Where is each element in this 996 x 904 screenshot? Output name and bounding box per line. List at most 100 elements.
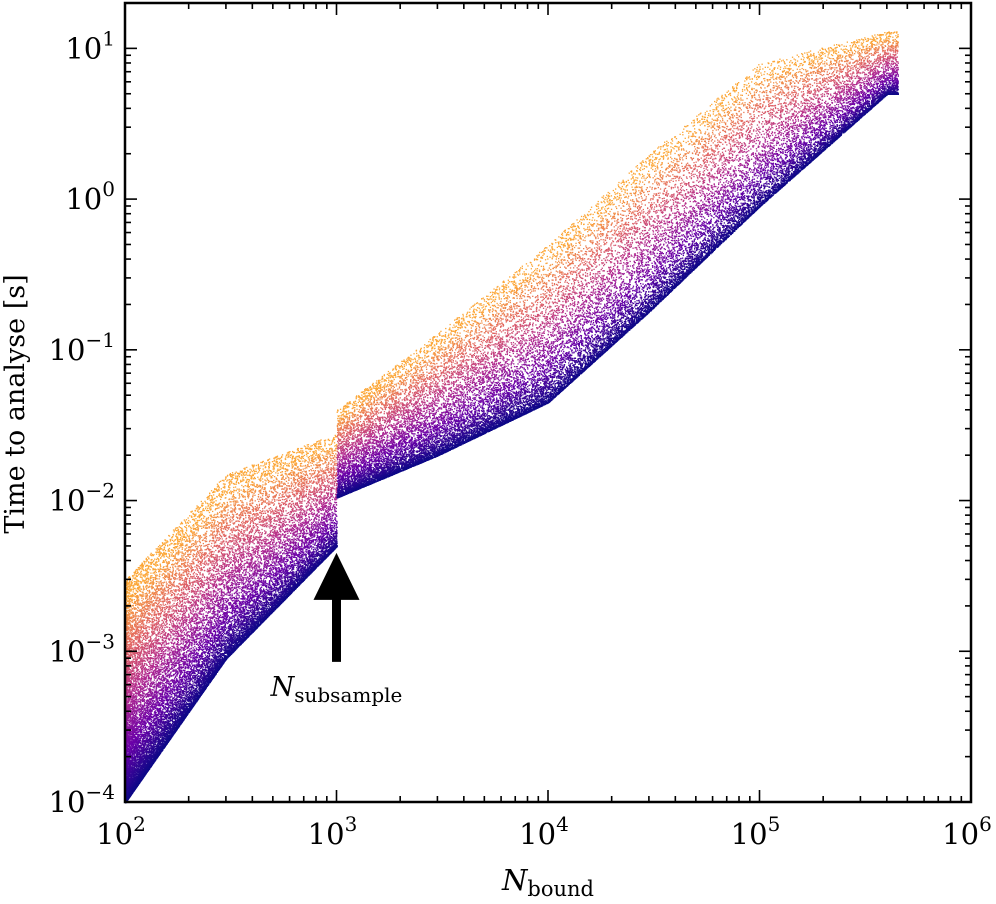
scatter-point (879, 41, 880, 42)
scatter-point (262, 532, 263, 533)
scatter-point (440, 423, 441, 424)
scatter-point (691, 218, 692, 219)
scatter-point (152, 722, 153, 723)
scatter-point (782, 74, 783, 75)
scatter-point (759, 83, 760, 84)
scatter-point (225, 479, 226, 480)
scatter-point (460, 399, 461, 400)
scatter-point (165, 625, 166, 626)
scatter-point (871, 81, 872, 82)
scatter-point (598, 259, 599, 260)
scatter-point (651, 202, 652, 203)
scatter-point (465, 378, 466, 379)
scatter-point (531, 306, 532, 307)
scatter-point (763, 84, 764, 85)
scatter-point (724, 222, 725, 223)
scatter-point (518, 395, 519, 396)
scatter-point (518, 406, 519, 407)
scatter-point (525, 300, 526, 301)
scatter-point (595, 289, 596, 290)
scatter-point (708, 124, 709, 125)
scatter-point (527, 265, 528, 266)
scatter-point (655, 204, 656, 205)
scatter-point (645, 204, 646, 205)
scatter-point (552, 283, 553, 284)
scatter-point (535, 268, 536, 269)
scatter-point (308, 494, 309, 495)
scatter-point (864, 37, 865, 38)
scatter-point (503, 378, 504, 379)
scatter-point (237, 582, 238, 583)
scatter-point (402, 363, 403, 364)
scatter-point (447, 375, 448, 376)
scatter-point (262, 484, 263, 485)
scatter-point (146, 597, 147, 598)
scatter-point (424, 357, 425, 358)
scatter-point (714, 179, 715, 180)
scatter-point (248, 527, 249, 528)
scatter-point (638, 262, 639, 263)
scatter-point (333, 437, 334, 438)
scatter-point (759, 111, 760, 112)
scatter-point (633, 268, 634, 269)
scatter-point (637, 238, 638, 239)
scatter-point (408, 376, 409, 377)
scatter-point (534, 380, 535, 381)
scatter-point (541, 274, 542, 275)
scatter-point (162, 623, 163, 624)
scatter-point (753, 139, 754, 140)
scatter-point (764, 118, 765, 119)
scatter-point (496, 333, 497, 334)
scatter-point (180, 527, 181, 528)
scatter-point (382, 455, 383, 456)
scatter-point (619, 247, 620, 248)
scatter-point (519, 361, 520, 362)
scatter-point (770, 89, 771, 90)
scatter-point (384, 430, 385, 431)
scatter-point (380, 427, 381, 428)
scatter-point (723, 203, 724, 204)
scatter-point (696, 171, 697, 172)
scatter-point (219, 591, 220, 592)
scatter-point (883, 61, 884, 62)
scatter-point (709, 135, 710, 136)
scatter-point (242, 508, 243, 509)
scatter-point (693, 198, 694, 199)
scatter-point (794, 90, 795, 91)
scatter-point (512, 319, 513, 320)
scatter-point (660, 225, 661, 226)
scatter-point (435, 418, 436, 419)
scatter-point (670, 153, 671, 154)
scatter-point (245, 528, 246, 529)
scatter-point (665, 218, 666, 219)
scatter-point (279, 462, 280, 463)
scatter-point (181, 569, 182, 570)
scatter-point (744, 86, 745, 87)
scatter-point (647, 289, 648, 290)
scatter-point (550, 319, 551, 320)
scatter-point (283, 483, 284, 484)
scatter-point (655, 246, 656, 247)
scatter-point (807, 137, 808, 138)
scatter-point (173, 644, 174, 645)
scatter-point (746, 155, 747, 156)
scatter-point (719, 134, 720, 135)
scatter-point (490, 397, 491, 398)
scatter-point (667, 222, 668, 223)
scatter-point (286, 485, 287, 486)
scatter-point (624, 252, 625, 253)
scatter-point (639, 219, 640, 220)
scatter-point (789, 62, 790, 63)
scatter-point (547, 326, 548, 327)
scatter-point (742, 95, 743, 96)
scatter-point (845, 105, 846, 106)
scatter-point (502, 364, 503, 365)
scatter-point (767, 143, 768, 144)
scatter-point (395, 389, 396, 390)
scatter-point (546, 309, 547, 310)
scatter-point (699, 181, 700, 182)
scatter-point (274, 476, 275, 477)
scatter-point (623, 313, 624, 314)
scatter-point (594, 230, 595, 231)
scatter-point (613, 235, 614, 236)
